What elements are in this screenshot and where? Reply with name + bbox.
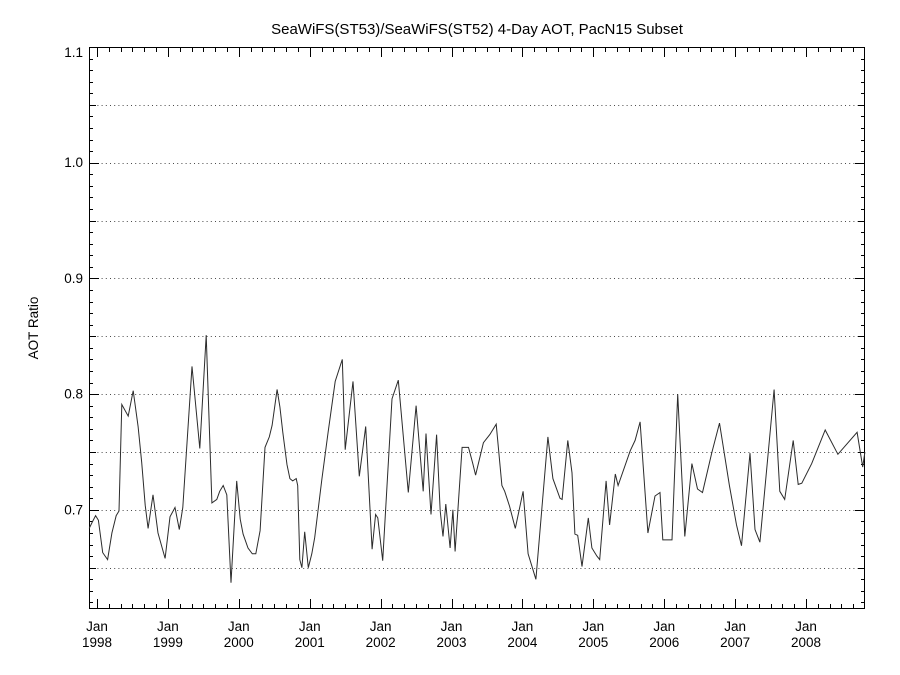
x-tick-label-month: Jan	[653, 619, 675, 634]
axis-frame	[89, 47, 865, 609]
x-tick-label-month: Jan	[724, 619, 746, 634]
x-tick-label-year: 2004	[507, 635, 538, 650]
x-tick-label-month: Jan	[441, 619, 463, 634]
tick-marks	[89, 47, 865, 609]
x-tick-label-month: Jan	[228, 619, 250, 634]
x-tick-label-month: Jan	[157, 619, 179, 634]
tick-labels: 0.70.80.91.01.1Jan1998Jan1999Jan2000Jan2…	[64, 45, 821, 650]
x-tick-label-month: Jan	[370, 619, 392, 634]
x-tick-label-year: 2000	[224, 635, 254, 650]
gridlines	[89, 105, 865, 569]
x-tick-label-year: 2007	[720, 635, 750, 650]
x-tick-label-year: 2006	[649, 635, 679, 650]
x-tick-label-year: 1999	[153, 635, 183, 650]
y-tick-label: 1.0	[64, 155, 83, 170]
chart-title: SeaWiFS(ST53)/SeaWiFS(ST52) 4-Day AOT, P…	[271, 21, 684, 38]
y-axis-label: AOT Ratio	[26, 297, 41, 360]
data-series	[88, 335, 866, 583]
x-tick-label-year: 2008	[791, 635, 821, 650]
y-tick-label: 0.9	[64, 271, 83, 286]
x-tick-label-month: Jan	[582, 619, 604, 634]
x-tick-label-month: Jan	[299, 619, 321, 634]
x-tick-label-year: 2002	[366, 635, 396, 650]
data-line	[88, 335, 866, 583]
x-tick-label-year: 1998	[82, 635, 112, 650]
x-tick-label-month: Jan	[795, 619, 817, 634]
x-tick-label-year: 2005	[578, 635, 608, 650]
x-tick-label-year: 2001	[295, 635, 325, 650]
x-tick-label-year: 2003	[436, 635, 466, 650]
x-tick-label-month: Jan	[86, 619, 108, 634]
x-tick-label-month: Jan	[512, 619, 534, 634]
y-tick-label: 0.7	[64, 502, 83, 517]
plot-frame	[89, 47, 865, 609]
y-tick-label: 1.1	[64, 45, 83, 60]
y-tick-label: 0.8	[64, 387, 83, 402]
